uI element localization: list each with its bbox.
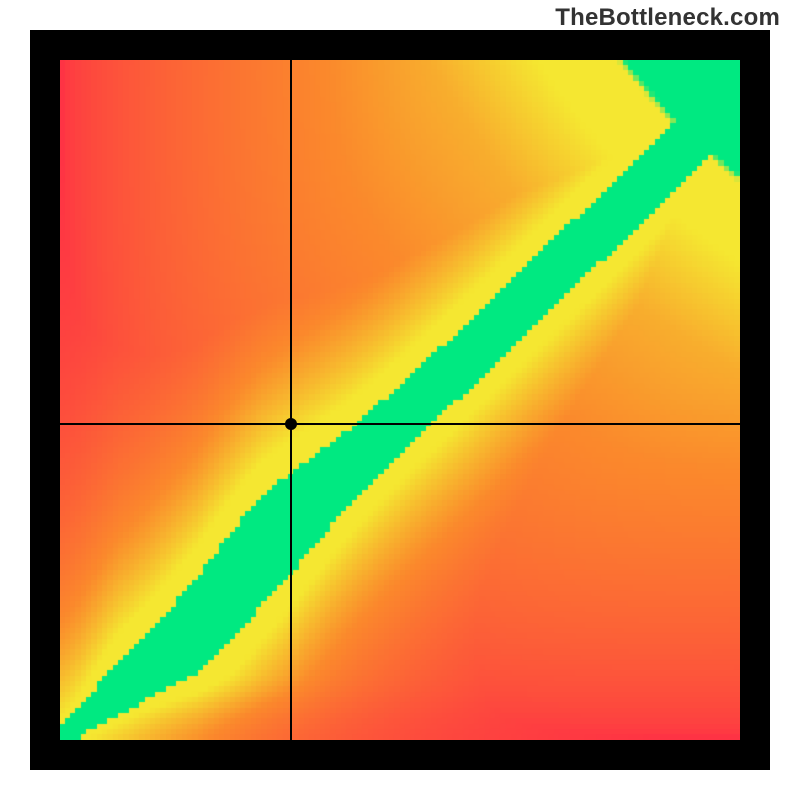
plot-area (60, 60, 740, 740)
plot-frame (30, 30, 770, 770)
watermark: TheBottleneck.com (555, 4, 780, 32)
crosshair-vertical (290, 60, 292, 740)
heatmap-canvas (60, 60, 740, 740)
crosshair-marker (285, 418, 297, 430)
crosshair-horizontal (60, 423, 740, 425)
